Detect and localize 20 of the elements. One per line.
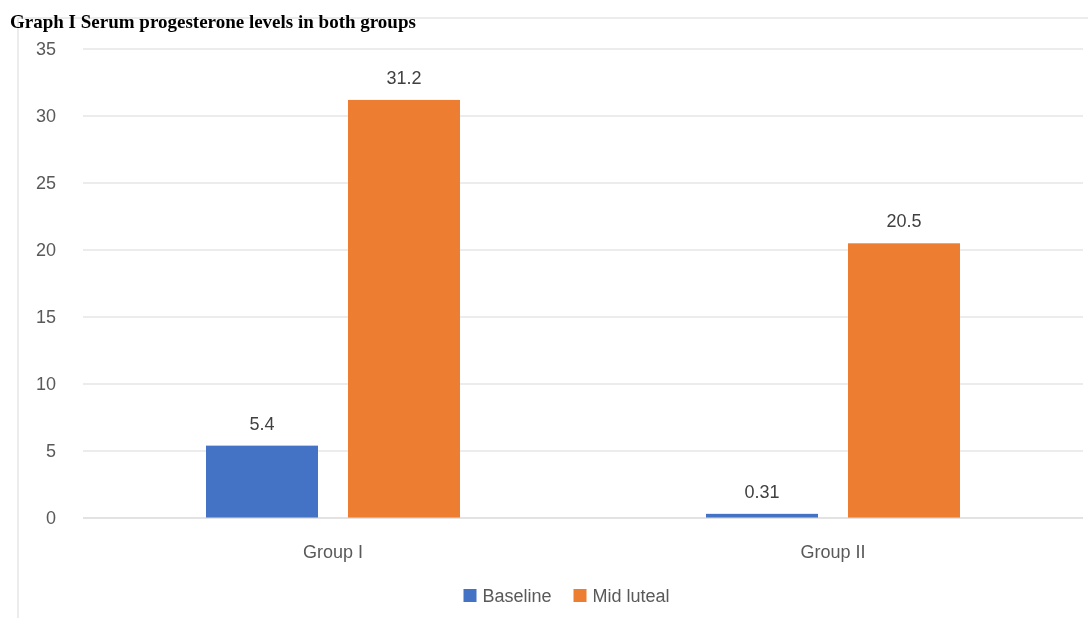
y-tick-label: 30 [35,106,56,126]
y-tick-label: 10 [35,374,56,394]
bar [848,243,960,518]
y-tick-label: 20 [35,240,56,260]
legend-label: Baseline [482,586,552,606]
data-label: 0.31 [744,481,780,502]
y-tick-label: 15 [35,307,56,327]
bar [348,99,460,518]
data-label: 5.4 [249,413,275,434]
y-tick-label: 0 [45,508,56,528]
y-tick-label: 35 [35,39,56,59]
data-label: 20.5 [886,211,922,232]
legend-label: Mid luteal [592,586,670,606]
x-tick-label: Group I [302,542,364,562]
y-tick-label: 25 [35,173,56,193]
chart-title: Graph I Serum progesterone levels in both groups [10,11,416,32]
bar [206,445,318,518]
x-tick-label: Group II [800,542,866,562]
data-label: 31.2 [386,67,422,88]
y-tick-label: 5 [45,441,56,461]
